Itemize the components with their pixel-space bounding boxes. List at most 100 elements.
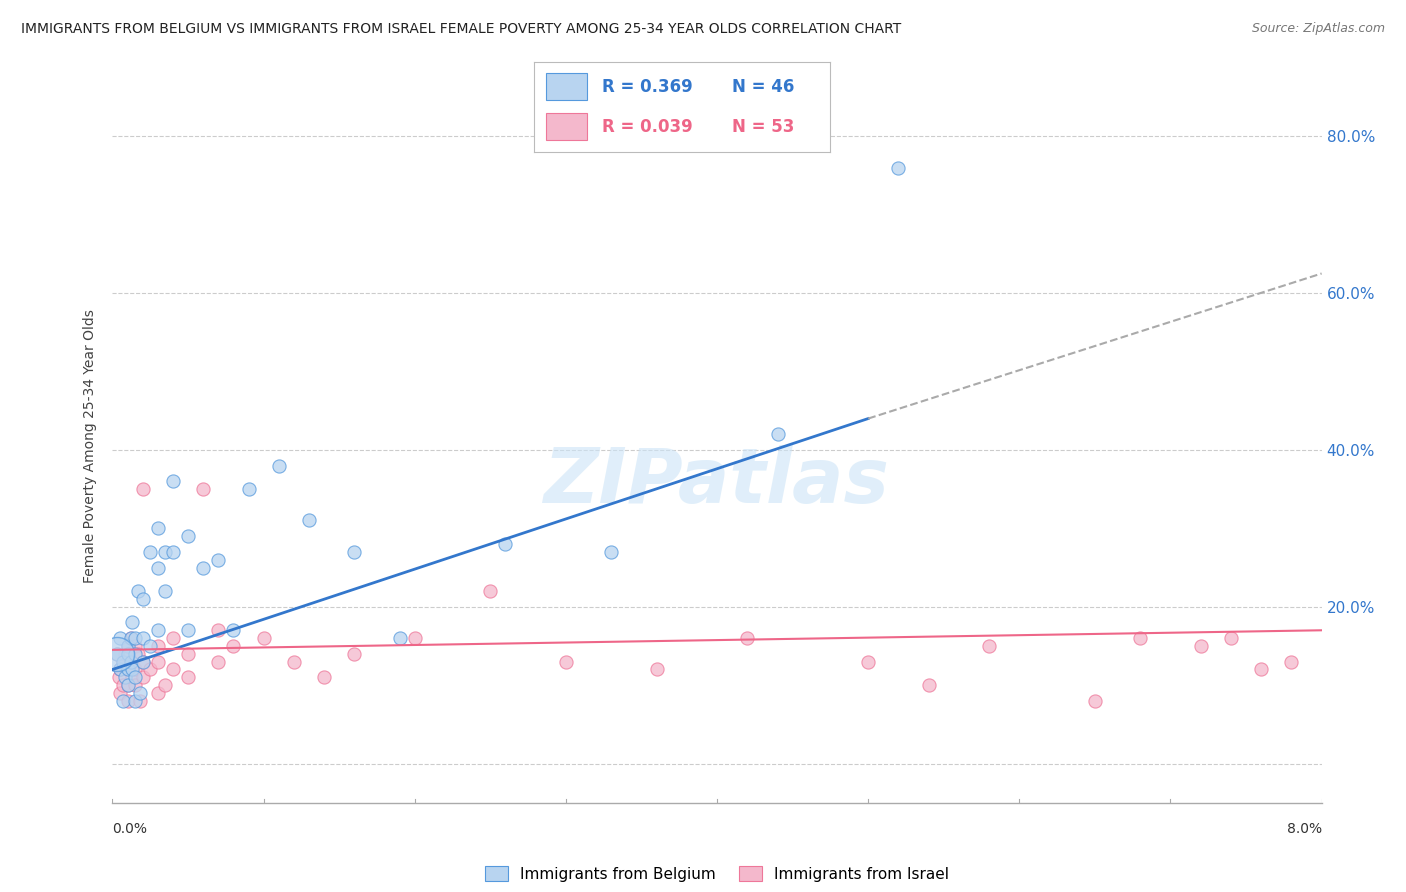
Point [121,663,143,677]
Point [1129,631,1152,645]
Point [105,647,128,661]
Point [139,639,162,653]
Point [1250,663,1272,677]
Point [253,631,276,645]
Point [108,686,131,700]
Point [124,647,146,661]
Point [479,584,502,599]
Text: N = 53: N = 53 [733,118,794,136]
Point [267,458,290,473]
Point [132,631,155,645]
Point [207,624,229,638]
Point [128,694,150,708]
Point [127,647,149,661]
Point [114,647,136,661]
Point [124,670,146,684]
Point [108,631,131,645]
Point [117,694,139,708]
Point [146,560,169,574]
Point [117,678,139,692]
FancyBboxPatch shape [546,113,588,140]
Point [117,663,139,677]
Point [112,694,135,708]
Text: IMMIGRANTS FROM BELGIUM VS IMMIGRANTS FROM ISRAEL FEMALE POVERTY AMONG 25-34 YEA: IMMIGRANTS FROM BELGIUM VS IMMIGRANTS FR… [21,22,901,37]
Point [146,639,169,653]
Point [132,655,155,669]
Point [1219,631,1241,645]
Point [222,624,245,638]
Point [222,639,245,653]
Point [645,663,668,677]
Point [856,655,880,669]
Point [1279,655,1302,669]
Point [107,670,129,684]
Point [127,584,149,599]
Point [139,663,162,677]
Point [207,655,229,669]
Point [979,639,1001,653]
Point [117,678,139,692]
Text: 8.0%: 8.0% [1286,822,1322,837]
Point [112,678,135,692]
Point [108,663,131,677]
Point [114,670,136,684]
Point [283,655,305,669]
Point [191,560,215,574]
Point [124,694,146,708]
Point [124,639,146,653]
Point [146,655,169,669]
Point [128,686,150,700]
Point [162,475,184,489]
Y-axis label: Female Poverty Among 25-34 Year Olds: Female Poverty Among 25-34 Year Olds [83,309,97,583]
Point [162,545,184,559]
Point [105,647,128,661]
Point [117,647,139,661]
Point [155,678,177,692]
Point [108,663,131,677]
Point [121,670,143,684]
Point [600,545,623,559]
Legend: Immigrants from Belgium, Immigrants from Israel: Immigrants from Belgium, Immigrants from… [479,860,955,888]
Point [124,663,146,677]
Point [312,670,335,684]
Point [737,631,759,645]
Point [238,482,260,496]
Point [162,631,184,645]
Point [112,655,135,669]
Point [191,482,215,496]
Point [177,529,200,543]
Point [404,631,426,645]
Point [177,624,200,638]
Point [1084,694,1107,708]
FancyBboxPatch shape [546,73,588,100]
Text: 0.0%: 0.0% [112,822,148,837]
Point [132,482,155,496]
Text: ZIPatlas: ZIPatlas [544,445,890,518]
Point [495,537,517,551]
Point [132,591,155,606]
Point [146,624,169,638]
Point [343,647,366,661]
Point [177,670,200,684]
Point [554,655,576,669]
Text: N = 46: N = 46 [733,78,794,95]
Point [1189,639,1212,653]
Point [120,655,142,669]
Point [298,514,321,528]
Point [124,678,146,692]
Point [112,655,135,669]
Point [117,639,139,653]
Point [146,521,169,535]
Text: Source: ZipAtlas.com: Source: ZipAtlas.com [1251,22,1385,36]
Point [124,631,146,645]
Point [917,678,939,692]
Point [105,647,128,661]
Point [207,552,229,566]
Point [766,427,789,442]
Point [120,631,142,645]
Point [120,631,142,645]
Point [121,615,143,630]
Point [146,686,169,700]
Point [155,584,177,599]
Point [117,663,139,677]
